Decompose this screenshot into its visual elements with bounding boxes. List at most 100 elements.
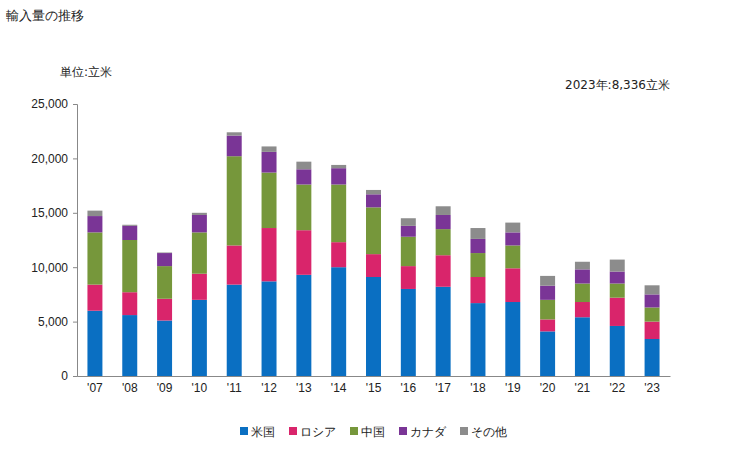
y-tick: 20,000	[31, 152, 77, 166]
legend-item: カナダ	[399, 425, 447, 439]
y-tick: 10,000	[31, 261, 77, 275]
legend-label: カナダ	[410, 425, 447, 439]
bar	[157, 299, 172, 321]
bar	[610, 298, 625, 326]
bar	[331, 267, 346, 376]
x-tick-label: '10	[192, 381, 208, 395]
x-tick-label: '08	[122, 381, 138, 395]
x-tick-label: '09	[157, 381, 173, 395]
legend-item: その他	[460, 425, 507, 439]
y-tick-mark	[73, 104, 77, 105]
bar	[470, 228, 485, 239]
bar	[296, 185, 311, 231]
series	[87, 136, 659, 308]
bar	[575, 284, 590, 302]
legend: 米国ロシア中国カナダその他	[240, 425, 507, 439]
bar	[87, 285, 102, 311]
plot: 05,00010,00015,00020,00025,000'07'08'09'…	[31, 97, 670, 394]
legend-swatch	[460, 427, 468, 435]
x-tick: '17	[435, 376, 451, 395]
bar	[192, 215, 207, 232]
bar	[87, 216, 102, 232]
bar	[122, 225, 137, 226]
series	[87, 267, 659, 376]
x-tick: '07	[87, 376, 103, 395]
legend-label: 米国	[251, 425, 275, 439]
x-tick-label: '11	[227, 381, 242, 395]
bar	[157, 321, 172, 376]
x-tick-label: '16	[401, 381, 417, 395]
bar	[645, 339, 660, 376]
bar	[192, 232, 207, 273]
bar	[331, 165, 346, 168]
bar	[436, 287, 451, 376]
bar	[436, 255, 451, 287]
bar	[227, 136, 242, 157]
x-axis: '07'08'09'10'11'12'13'14'15'16'17'18'19'…	[78, 376, 671, 395]
y-axis-line	[73, 105, 78, 377]
series	[87, 132, 659, 294]
x-tick: '18	[470, 376, 486, 395]
y-tick-label: 10,000	[31, 261, 68, 275]
bar	[401, 289, 416, 376]
bar	[122, 315, 137, 376]
x-tick: '22	[609, 376, 625, 395]
legend-swatch	[240, 427, 248, 435]
y-tick-label: 20,000	[31, 152, 68, 166]
bars	[87, 132, 659, 376]
bar	[296, 169, 311, 184]
bar	[227, 132, 242, 135]
x-tick: '19	[505, 376, 521, 395]
bar	[366, 277, 381, 376]
legend-item: 中国	[350, 425, 385, 439]
y-tick-label: 5,000	[38, 315, 68, 329]
bar	[262, 281, 277, 376]
bar	[436, 206, 451, 215]
bar	[227, 156, 242, 245]
x-tick: '10	[192, 376, 208, 395]
y-tick-label: 25,000	[31, 97, 68, 111]
bar	[122, 226, 137, 240]
bar	[366, 190, 381, 194]
bar	[262, 152, 277, 173]
bar	[540, 319, 555, 331]
bar	[157, 253, 172, 266]
bar	[157, 266, 172, 299]
x-tick: '21	[575, 376, 591, 395]
legend-label: 中国	[361, 425, 385, 439]
bar	[436, 215, 451, 229]
bar	[192, 213, 207, 215]
x-tick: '16	[401, 376, 417, 395]
bar	[540, 300, 555, 320]
bar	[540, 286, 555, 300]
bar	[366, 207, 381, 254]
bar	[122, 292, 137, 315]
bar	[505, 223, 520, 233]
legend-swatch	[350, 427, 358, 435]
bar	[401, 226, 416, 237]
bar	[505, 268, 520, 302]
bar	[192, 300, 207, 376]
bar	[331, 242, 346, 267]
bar	[470, 253, 485, 277]
bar	[401, 218, 416, 226]
y-tick: 5,000	[38, 315, 77, 329]
y-tick-mark	[73, 322, 77, 323]
x-tick-label: '15	[366, 381, 382, 395]
bar	[331, 168, 346, 184]
y-axis-label: 単位:立米	[60, 65, 112, 79]
y-tick: 25,000	[31, 97, 77, 111]
x-tick-label: '20	[540, 381, 556, 395]
bar	[122, 240, 137, 292]
bar	[610, 326, 625, 376]
bar	[575, 302, 590, 317]
bar	[262, 228, 277, 281]
x-tick: '11	[227, 376, 242, 395]
bar	[505, 245, 520, 268]
y-tick: 15,000	[31, 206, 77, 220]
bar	[610, 284, 625, 298]
x-tick-label: '21	[575, 381, 591, 395]
legend-swatch	[289, 427, 297, 435]
y-tick-mark	[73, 267, 77, 268]
bar	[296, 230, 311, 275]
